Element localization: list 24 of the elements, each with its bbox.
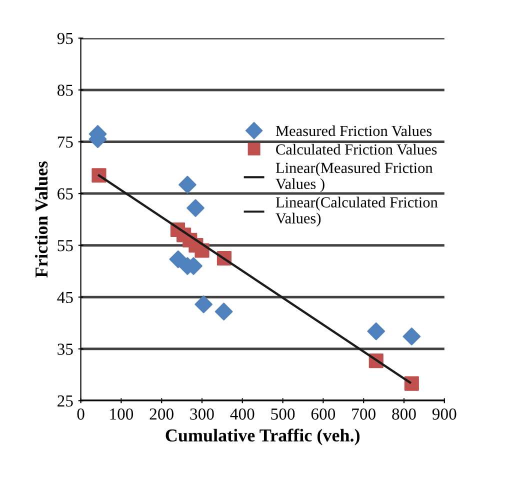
- x-tick-label: 300: [190, 408, 214, 420]
- y-tick-label: 25: [58, 395, 73, 407]
- y-tick-label: 65: [58, 188, 73, 200]
- legend-label: Linear(Measured Friction Values ): [276, 162, 433, 192]
- x-tick-label: 900: [432, 408, 456, 420]
- legend-label: Measured Friction Values: [276, 125, 432, 136]
- y-tick-label: 95: [57, 32, 73, 44]
- x-tick-label: 400: [230, 408, 254, 420]
- y-tick-label: 85: [57, 84, 73, 96]
- y-tick-label: 75: [58, 136, 73, 148]
- x-tick-label: 500: [271, 408, 295, 420]
- y-tick-label: 55: [58, 240, 73, 252]
- x-axis-title: Cumulative Traffic (veh.): [166, 428, 360, 446]
- legend-label: Calculated Friction Values: [276, 144, 437, 155]
- x-tick-label: 600: [311, 408, 336, 420]
- x-tick-label: 0: [77, 408, 84, 420]
- y-tick-label: 35: [58, 344, 73, 355]
- x-tick-label: 700: [352, 408, 376, 420]
- x-tick-label: 100: [110, 408, 134, 420]
- x-tick-label: 200: [150, 408, 174, 420]
- x-tick-label: 800: [392, 408, 416, 420]
- legend-label: Linear(Calculated Friction Values): [276, 196, 438, 227]
- y-tick-label: 45: [57, 292, 73, 304]
- y-axis-title: Friction Values: [34, 161, 48, 278]
